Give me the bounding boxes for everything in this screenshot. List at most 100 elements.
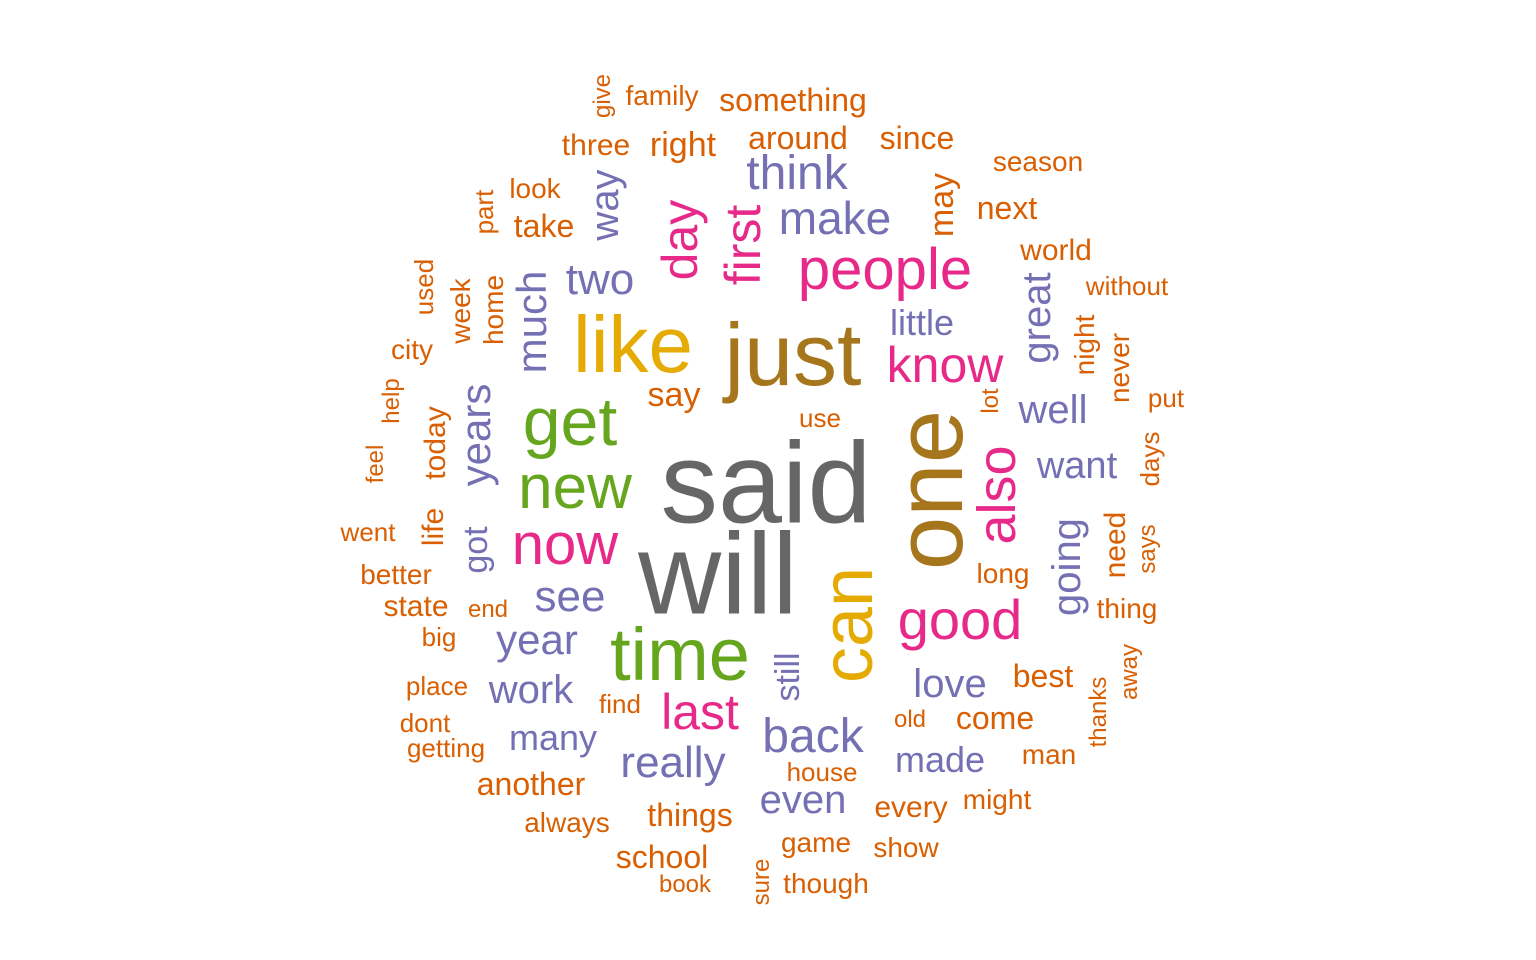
word-might: might [962,784,1032,815]
word-something: something [719,82,867,118]
word-another: another [476,766,586,802]
word-need: need [1099,511,1132,579]
word-lot: lot [977,388,1004,414]
word-can: can [808,566,888,684]
word-take: take [513,208,575,244]
word-look: look [509,173,561,204]
word-every: every [874,791,948,824]
word-now: now [511,512,619,577]
word-went: went [340,517,396,547]
word-long: long [976,558,1030,589]
word-life: life [417,507,450,547]
word-thanks: thanks [1085,676,1112,748]
word-year: year [496,616,578,663]
word-said: said [660,419,872,548]
word-going: going [1045,518,1089,616]
word-getting: getting [406,733,486,763]
word-good: good [897,588,1023,651]
word-night: night [1069,314,1100,376]
word-well: well [1018,388,1088,432]
word-know: know [886,337,1004,393]
word-man: man [1021,739,1077,770]
word-great: great [1015,272,1059,364]
word-never: never [1104,332,1135,404]
word-will: will [638,510,798,639]
word-feel: feel [362,444,389,484]
word-work: work [488,668,574,712]
word-years: years [452,383,499,487]
word-old: old [893,706,927,733]
word-find: find [599,689,641,719]
word-days: days [1135,431,1165,487]
word-first: first [715,204,771,286]
word-make: make [778,192,892,244]
word-just: just [724,305,862,404]
word-want: want [1036,445,1118,487]
word-week: week [445,278,476,344]
word-family: family [625,80,699,111]
word-back: back [762,710,864,763]
word-big: big [421,622,457,652]
word-though: though [783,868,869,899]
word-two: two [565,255,635,304]
word-say: say [647,376,701,414]
word-day: day [652,199,708,281]
word-give: give [589,73,616,119]
word-time: time [610,613,750,696]
word-made: made [894,739,986,780]
word-dont: dont [399,708,451,738]
word-last: last [661,684,739,740]
word-even: even [759,778,847,822]
word-also: also [967,445,1027,545]
word-really: really [620,738,726,787]
word-got: got [457,526,495,574]
word-little: little [889,302,955,343]
word-used: used [409,258,439,316]
word-part: part [469,189,499,235]
word-game: game [780,827,852,858]
word-school: school [615,839,709,875]
word-state: state [383,590,449,623]
word-like: like [572,300,694,389]
word-best: best [1012,658,1074,694]
word-away: away [1116,643,1143,701]
word-house: house [786,757,858,787]
word-today: today [419,406,452,480]
word-one: one [876,409,983,571]
word-since: since [879,120,955,156]
word-think: think [746,147,848,200]
word-see: see [534,572,606,621]
word-always: always [524,807,610,838]
word-come: come [955,700,1035,736]
word-new: new [518,453,632,522]
word-world: world [1020,234,1092,267]
word-says: says [1134,524,1161,574]
word-end: end [467,596,509,623]
word-people: people [797,237,973,302]
word-season: season [992,146,1084,177]
word-better: better [360,559,432,590]
word-sure: sure [748,858,775,906]
word-thing: thing [1096,593,1158,624]
word-way: way [583,169,627,241]
word-much: much [508,270,555,374]
word-many: many [508,717,598,758]
word-book: book [658,871,712,898]
word-things: things [647,797,733,833]
word-city: city [391,334,433,365]
word-around: around [748,120,848,156]
word-right: right [649,126,717,164]
word-help: help [378,378,405,424]
word-use: use [799,403,841,433]
word-three: three [561,129,631,162]
word-show: show [873,832,939,863]
word-next: next [976,190,1038,226]
word-still: still [769,652,807,702]
word-love: love [913,662,987,706]
word-get: get [522,384,618,460]
word-home: home [478,274,509,346]
word-may: may [923,172,961,238]
word-put: put [1147,383,1185,413]
word-place: place [405,671,469,701]
